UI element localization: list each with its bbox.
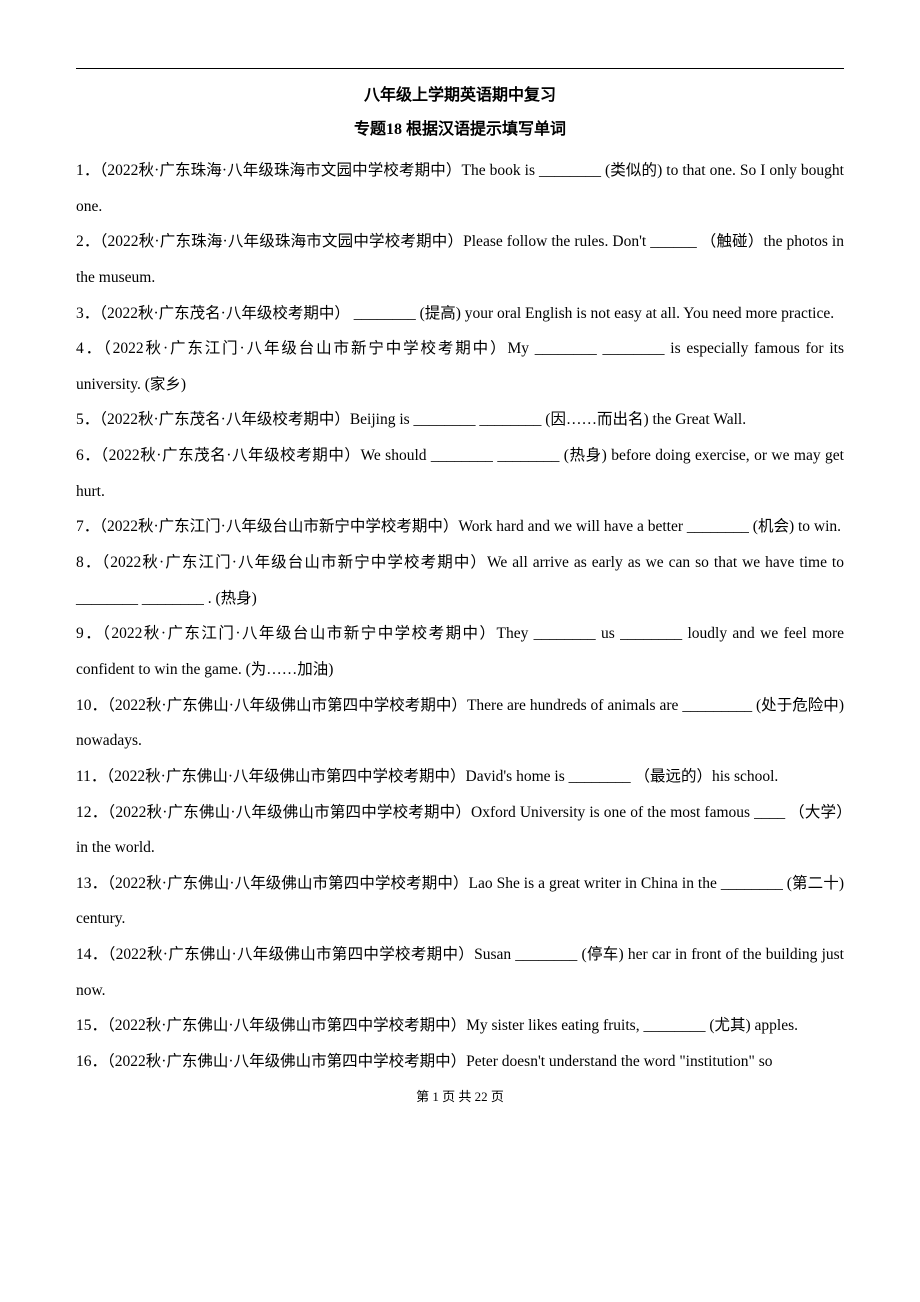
question-4: 4．（2022秋·广东江门·八年级台山市新宁中学校考期中）My ________…: [76, 331, 844, 402]
question-6: 6．（2022秋·广东茂名·八年级校考期中）We should ________…: [76, 438, 844, 509]
question-16: 16．（2022秋·广东佛山·八年级佛山市第四中学校考期中）Peter does…: [76, 1044, 844, 1080]
question-14: 14．（2022秋·广东佛山·八年级佛山市第四中学校考期中）Susan ____…: [76, 937, 844, 1008]
document-title-sub: 专题18 根据汉语提示填写单词: [76, 115, 844, 139]
page-footer: 第 1 页 共 22 页: [76, 1086, 844, 1105]
question-3: 3．（2022秋·广东茂名·八年级校考期中） ________ (提高) you…: [76, 296, 844, 332]
question-1: 1．（2022秋·广东珠海·八年级珠海市文园中学校考期中）The book is…: [76, 153, 844, 224]
question-8: 8．（2022秋·广东江门·八年级台山市新宁中学校考期中）We all arri…: [76, 545, 844, 616]
question-15: 15．（2022秋·广东佛山·八年级佛山市第四中学校考期中）My sister …: [76, 1008, 844, 1044]
question-11: 11．（2022秋·广东佛山·八年级佛山市第四中学校考期中）David's ho…: [76, 759, 844, 795]
top-horizontal-rule: [76, 68, 844, 69]
question-5: 5．（2022秋·广东茂名·八年级校考期中）Beijing is _______…: [76, 402, 844, 438]
question-13: 13．（2022秋·广东佛山·八年级佛山市第四中学校考期中）Lao She is…: [76, 866, 844, 937]
document-page: 八年级上学期英语期中复习 专题18 根据汉语提示填写单词 1．（2022秋·广东…: [0, 0, 920, 1302]
document-title-main: 八年级上学期英语期中复习: [76, 81, 844, 105]
question-2: 2．（2022秋·广东珠海·八年级珠海市文园中学校考期中）Please foll…: [76, 224, 844, 295]
question-12: 12．（2022秋·广东佛山·八年级佛山市第四中学校考期中）Oxford Uni…: [76, 795, 844, 866]
question-10: 10．（2022秋·广东佛山·八年级佛山市第四中学校考期中）There are …: [76, 688, 844, 759]
question-9: 9．（2022秋·广东江门·八年级台山市新宁中学校考期中）They ______…: [76, 616, 844, 687]
question-7: 7．（2022秋·广东江门·八年级台山市新宁中学校考期中）Work hard a…: [76, 509, 844, 545]
